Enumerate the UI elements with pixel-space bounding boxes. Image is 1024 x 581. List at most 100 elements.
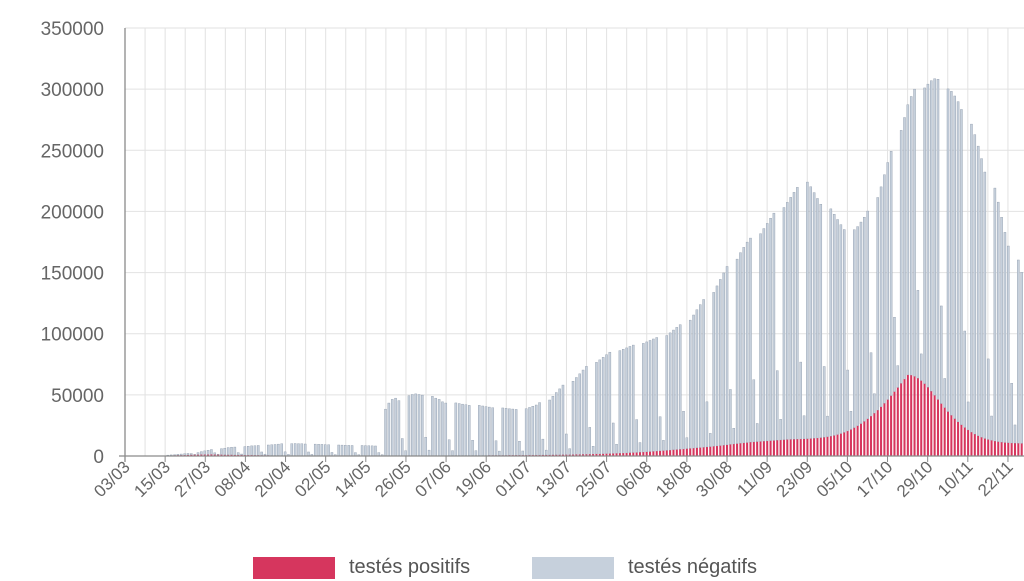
bar-testes-positifs — [709, 446, 712, 456]
bar-testes-positifs — [618, 453, 621, 456]
bar-testes-negatifs — [297, 443, 300, 456]
bar-testes-negatifs — [401, 438, 404, 456]
bar-testes-positifs — [605, 453, 608, 456]
bar-testes-negatifs — [196, 452, 200, 455]
bar-testes-positifs — [772, 440, 775, 456]
bar-testes-positifs — [813, 438, 816, 456]
bar-testes-negatifs — [796, 187, 799, 440]
bar-testes-negatifs — [581, 369, 585, 455]
x-tick-label: 26/05 — [371, 457, 415, 501]
bar-testes-negatifs — [692, 314, 695, 449]
bar-testes-negatifs — [464, 404, 468, 456]
bar-testes-negatifs — [608, 351, 612, 454]
bar-testes-negatifs — [916, 290, 920, 379]
bar-testes-positifs — [980, 437, 983, 456]
legend: testés positifs testés négatifs — [0, 556, 1024, 581]
bar-testes-positifs — [880, 406, 883, 456]
bar-testes-negatifs — [337, 444, 340, 456]
bar-testes-negatifs — [427, 449, 431, 456]
bar-testes-positifs — [776, 440, 779, 456]
y-tick-label: 350000 — [41, 19, 104, 40]
bar-testes-negatifs — [263, 453, 267, 456]
bar-testes-negatifs — [909, 96, 913, 376]
bar-testes-negatifs — [655, 337, 658, 452]
bar-testes-negatifs — [699, 304, 702, 448]
bar-testes-positifs — [736, 443, 739, 456]
bar-testes-negatifs — [786, 202, 789, 440]
bar-testes-negatifs — [966, 401, 970, 431]
bar-testes-positifs — [695, 447, 698, 456]
bar-testes-negatifs — [488, 406, 491, 456]
bar-testes-negatifs — [611, 422, 615, 454]
bar-testes-negatifs — [866, 210, 869, 420]
bar-testes-negatifs — [980, 158, 983, 438]
bar-testes-negatifs — [437, 399, 441, 456]
bar-testes-negatifs — [625, 347, 628, 454]
bar-testes-positifs — [719, 445, 722, 456]
bar-testes-positifs — [766, 441, 769, 456]
bar-testes-negatifs — [826, 415, 829, 438]
bar-testes-negatifs — [940, 305, 943, 404]
bar-testes-negatifs — [695, 309, 699, 449]
bar-testes-negatifs — [986, 358, 990, 440]
bar-testes-negatifs — [414, 393, 417, 456]
bar-testes-negatifs — [926, 83, 930, 388]
bar-testes-positifs — [863, 421, 866, 456]
bar-testes-positifs — [933, 395, 936, 456]
legend-item-negatifs[interactable]: testés négatifs — [532, 556, 757, 579]
bar-testes-negatifs — [561, 384, 565, 455]
bar-testes-negatifs — [317, 444, 320, 456]
y-axis-tick-labels: 350000 300000 250000 200000 150000 100000 5000… — [41, 19, 104, 468]
bar-testes-negatifs — [1017, 259, 1020, 444]
bar-testes-positifs — [669, 450, 672, 456]
bar-testes-negatifs — [598, 359, 602, 455]
bar-testes-negatifs — [347, 445, 350, 456]
bar-testes-positifs — [869, 416, 873, 456]
bar-testes-negatifs — [243, 446, 247, 456]
bar-testes-negatifs — [558, 388, 561, 456]
bar-testes-negatifs — [956, 101, 960, 423]
x-tick-label: 29/10 — [893, 457, 937, 501]
bar-testes-negatifs — [899, 130, 903, 384]
bar-testes-positifs — [833, 435, 836, 456]
bar-testes-negatifs — [220, 448, 223, 455]
bar-testes-positifs — [803, 439, 806, 456]
bar-testes-positifs — [648, 451, 652, 456]
bar-testes-negatifs — [364, 445, 367, 456]
bar-testes-negatifs — [588, 427, 592, 455]
bar-testes-negatifs — [896, 365, 900, 388]
x-tick-label: 02/05 — [291, 457, 335, 501]
bar-testes-negatifs — [725, 266, 729, 446]
bar-testes-positifs — [859, 423, 863, 456]
bar-testes-positifs — [943, 407, 946, 456]
bar-testes-negatifs — [973, 134, 977, 435]
bar-testes-negatifs — [772, 212, 776, 441]
bar-testes-negatifs — [715, 285, 719, 447]
legend-item-positifs[interactable]: testés positifs — [253, 556, 470, 579]
bar-testes-positifs — [983, 438, 986, 456]
bar-testes-positifs — [923, 383, 926, 456]
bar-testes-negatifs — [300, 443, 304, 456]
bar-testes-negatifs — [792, 192, 796, 440]
chart: 350000 300000 250000 200000 150000 100000 5000… — [41, 19, 1024, 501]
bar-testes-positifs — [796, 439, 799, 456]
bar-testes-negatifs — [206, 450, 210, 455]
bar-testes-negatifs — [732, 428, 735, 445]
x-tick-label: 23/09 — [773, 457, 817, 501]
bar-testes-positifs — [582, 454, 585, 456]
bar-testes-negatifs — [879, 186, 883, 408]
bar-testes-negatifs — [997, 201, 1000, 443]
bar-testes-negatifs — [739, 252, 742, 444]
bar-testes-positifs — [782, 439, 786, 456]
bar-testes-negatifs — [384, 408, 387, 456]
bar-testes-positifs — [622, 453, 625, 456]
bar-testes-positifs — [759, 441, 762, 456]
bar-testes-negatifs — [869, 352, 873, 417]
bar-testes-negatifs — [441, 401, 444, 456]
bar-testes-positifs — [916, 378, 919, 456]
bar-testes-positifs — [973, 434, 976, 456]
bar-testes-positifs — [843, 432, 846, 456]
bar-testes-positifs — [659, 450, 662, 456]
bar-testes-negatifs — [377, 452, 381, 456]
bar-testes-positifs — [906, 375, 909, 456]
